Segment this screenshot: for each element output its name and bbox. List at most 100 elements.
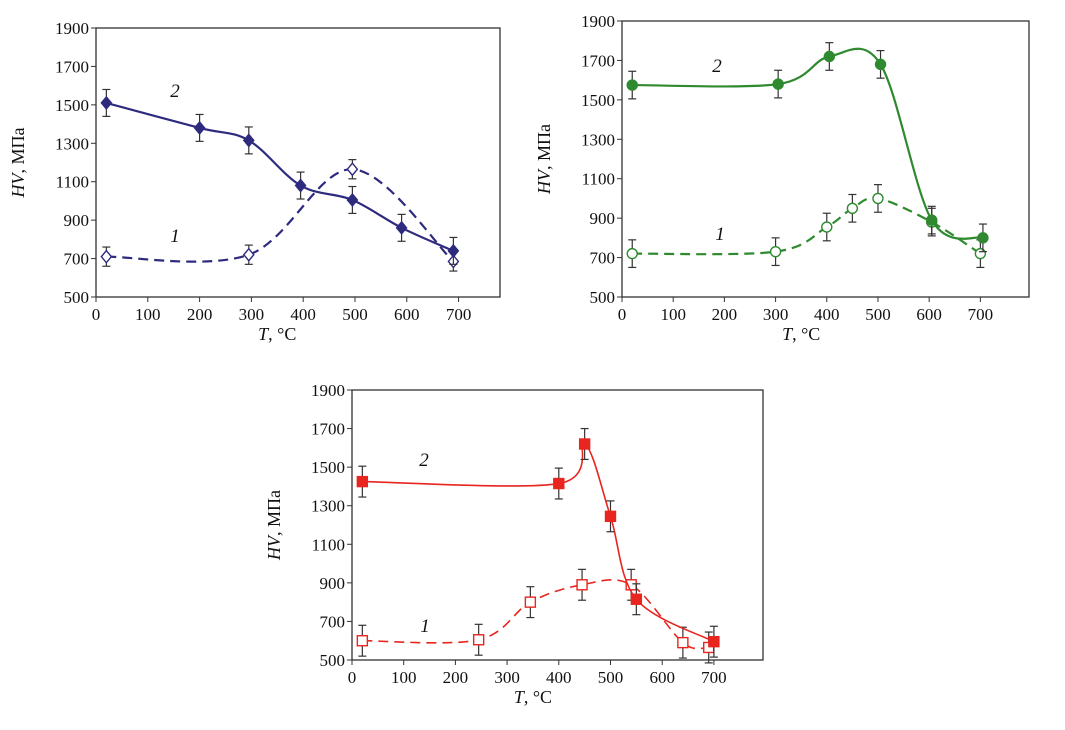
x-tick-label: 300 bbox=[239, 305, 265, 324]
x-axis-label-var: T bbox=[258, 324, 270, 344]
series-2-point bbox=[708, 635, 720, 648]
x-tick-label: 100 bbox=[660, 305, 686, 324]
y-tick-label: 1300 bbox=[311, 497, 345, 516]
series-1-point bbox=[974, 247, 987, 260]
series-1-point bbox=[846, 202, 859, 214]
series-2-line bbox=[362, 442, 715, 643]
series-1-point bbox=[626, 247, 638, 260]
y-tick-label: 1500 bbox=[55, 96, 89, 115]
x-tick-label: 400 bbox=[814, 305, 840, 324]
x-tick-label: 700 bbox=[968, 305, 994, 324]
series-2-line bbox=[632, 47, 984, 240]
x-axis-label: T, °C bbox=[258, 324, 296, 344]
series-2-point bbox=[193, 120, 206, 136]
series-label-2: 2 bbox=[170, 81, 180, 102]
series-1-line bbox=[362, 578, 709, 650]
y-tick-label: 700 bbox=[64, 250, 90, 269]
series-1-point bbox=[821, 221, 833, 233]
y-tick-label: 500 bbox=[320, 651, 346, 670]
series-1-point bbox=[472, 634, 485, 646]
series-label-1: 1 bbox=[420, 616, 430, 637]
y-tick-label: 900 bbox=[64, 211, 90, 230]
x-tick-label: 0 bbox=[618, 305, 627, 324]
chart-2: 0 100 200 300 400 500 600 700 500 700 900 1100 1300 1… bbox=[534, 12, 1030, 344]
y-tick-label: 1700 bbox=[581, 51, 615, 70]
y-tick-label: 700 bbox=[590, 249, 616, 268]
series-2-point bbox=[294, 178, 307, 193]
x-tick-label: 100 bbox=[135, 305, 161, 324]
chart-1: 0 100 200 300 400 500 600 700 500 700 900 1100 1300 1… bbox=[8, 19, 501, 344]
y-tick-label: 1300 bbox=[55, 134, 89, 153]
series-label-2: 2 bbox=[712, 56, 722, 77]
x-axis-label-unit: , °C bbox=[792, 324, 820, 344]
x-tick-label: 700 bbox=[446, 305, 472, 324]
y-tick-label: 1900 bbox=[581, 12, 615, 31]
x-tick-label: 300 bbox=[763, 305, 789, 324]
series-2-point bbox=[356, 475, 369, 488]
y-tick-label: 1100 bbox=[56, 173, 89, 192]
x-tick-label: 500 bbox=[598, 668, 624, 687]
x-tick-label: 0 bbox=[92, 305, 101, 324]
y-axis-label-unit: , МПа bbox=[264, 490, 284, 536]
series-2-point bbox=[926, 214, 938, 226]
y-tick-label: 900 bbox=[590, 209, 616, 228]
series-2-point bbox=[874, 58, 887, 71]
x-tick-label: 400 bbox=[290, 305, 316, 324]
series-label-2: 2 bbox=[419, 450, 429, 471]
series-2-point bbox=[242, 133, 255, 148]
y-tick-label: 1500 bbox=[311, 458, 345, 477]
series-1-point bbox=[872, 192, 884, 205]
series-1-point bbox=[242, 247, 255, 262]
y-axis-label-var: HV bbox=[534, 168, 554, 195]
x-tick-label: 500 bbox=[865, 305, 891, 324]
y-tick-label: 1900 bbox=[55, 19, 89, 38]
x-tick-label: 600 bbox=[394, 305, 420, 324]
y-tick-label: 700 bbox=[320, 612, 346, 631]
x-tick-label: 700 bbox=[701, 668, 727, 687]
y-tick-label: 500 bbox=[64, 288, 90, 307]
series-2-point bbox=[630, 593, 643, 605]
x-tick-label: 200 bbox=[187, 305, 213, 324]
y-axis-label: HV, МПа bbox=[534, 124, 554, 195]
y-axis-label: HV, МПа bbox=[8, 127, 28, 198]
series-2-point bbox=[395, 220, 408, 235]
y-tick-label: 1700 bbox=[311, 420, 345, 439]
y-axis-label-unit: , МПа bbox=[8, 127, 28, 173]
series-2-point bbox=[823, 50, 836, 63]
series-1-point bbox=[576, 579, 588, 591]
series-1-point bbox=[524, 596, 537, 608]
series-1-point bbox=[100, 249, 113, 264]
y-tick-label: 1900 bbox=[311, 381, 345, 400]
y-tick-label: 900 bbox=[320, 574, 346, 593]
series-2-point bbox=[553, 477, 565, 490]
series-1-line bbox=[106, 168, 455, 263]
series-1-point bbox=[677, 636, 689, 649]
x-axis-label-unit: , °C bbox=[524, 687, 552, 707]
series-2-point bbox=[604, 510, 617, 523]
x-tick-label: 300 bbox=[494, 668, 520, 687]
x-axis-label: T, °C bbox=[514, 687, 552, 707]
series-2-point bbox=[346, 192, 359, 208]
plot-frame bbox=[621, 20, 1030, 298]
y-tick-label: 1700 bbox=[55, 57, 89, 76]
x-tick-label: 400 bbox=[546, 668, 572, 687]
y-tick-label: 500 bbox=[590, 288, 616, 307]
series-2-point bbox=[977, 232, 989, 244]
plot-frame bbox=[95, 27, 501, 298]
series-2-point bbox=[578, 438, 591, 450]
y-tick-label: 1300 bbox=[581, 130, 615, 149]
series-1-point bbox=[346, 162, 359, 177]
series-1-point bbox=[769, 245, 782, 258]
y-axis-label-unit: , МПа bbox=[534, 124, 554, 170]
x-tick-label: 500 bbox=[342, 305, 368, 324]
plot-frame bbox=[351, 389, 764, 661]
x-tick-label: 600 bbox=[649, 668, 675, 687]
y-tick-label: 1100 bbox=[312, 535, 345, 554]
x-axis-label-unit: , °C bbox=[268, 324, 296, 344]
x-tick-label: 0 bbox=[348, 668, 357, 687]
series-label-1: 1 bbox=[715, 224, 725, 245]
series-1-point bbox=[356, 635, 369, 647]
series-2-point bbox=[772, 78, 784, 90]
